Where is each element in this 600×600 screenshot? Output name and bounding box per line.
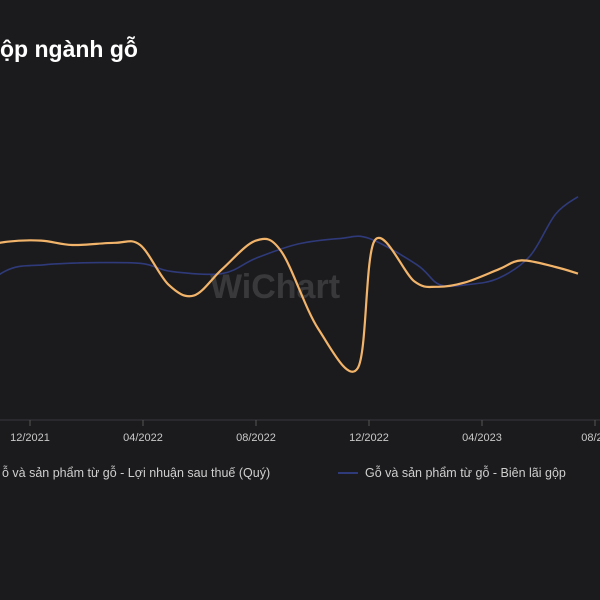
legend-label: ỗ và sản phẩm từ gỗ - Lợi nhuận sau thuế… xyxy=(2,466,271,480)
series-line-gross-margin xyxy=(0,195,579,288)
series-layer xyxy=(0,195,579,373)
legend-item-profit[interactable]: ỗ và sản phẩm từ gỗ - Lợi nhuận sau thuế… xyxy=(2,466,270,480)
series-line-profit xyxy=(0,236,579,373)
x-tick-label: 08/2022 xyxy=(236,432,276,444)
x-tick-label: 12/2022 xyxy=(349,432,389,444)
legend-swatch xyxy=(338,472,358,474)
legend-label: Gỗ và sản phẩm từ gỗ - Biên lãi gộp xyxy=(365,466,566,480)
x-tick-label: 04/2023 xyxy=(462,432,502,444)
legend-item-gross-margin[interactable]: Gỗ và sản phẩm từ gỗ - Biên lãi gộp xyxy=(338,466,566,480)
x-tick-label: 08/20 xyxy=(581,432,600,444)
x-axis-ticks: 12/2021 04/2022 08/2022 12/2022 04/2023 08/20 xyxy=(10,420,600,444)
x-tick-label: 12/2021 xyxy=(10,432,50,444)
chart-title: ộp ngành gỗ xyxy=(0,36,138,62)
legend: ỗ và sản phẩm từ gỗ - Lợi nhuận sau thuế… xyxy=(0,466,600,486)
watermark: WiChart xyxy=(210,268,340,306)
x-tick-label: 04/2022 xyxy=(123,432,163,444)
